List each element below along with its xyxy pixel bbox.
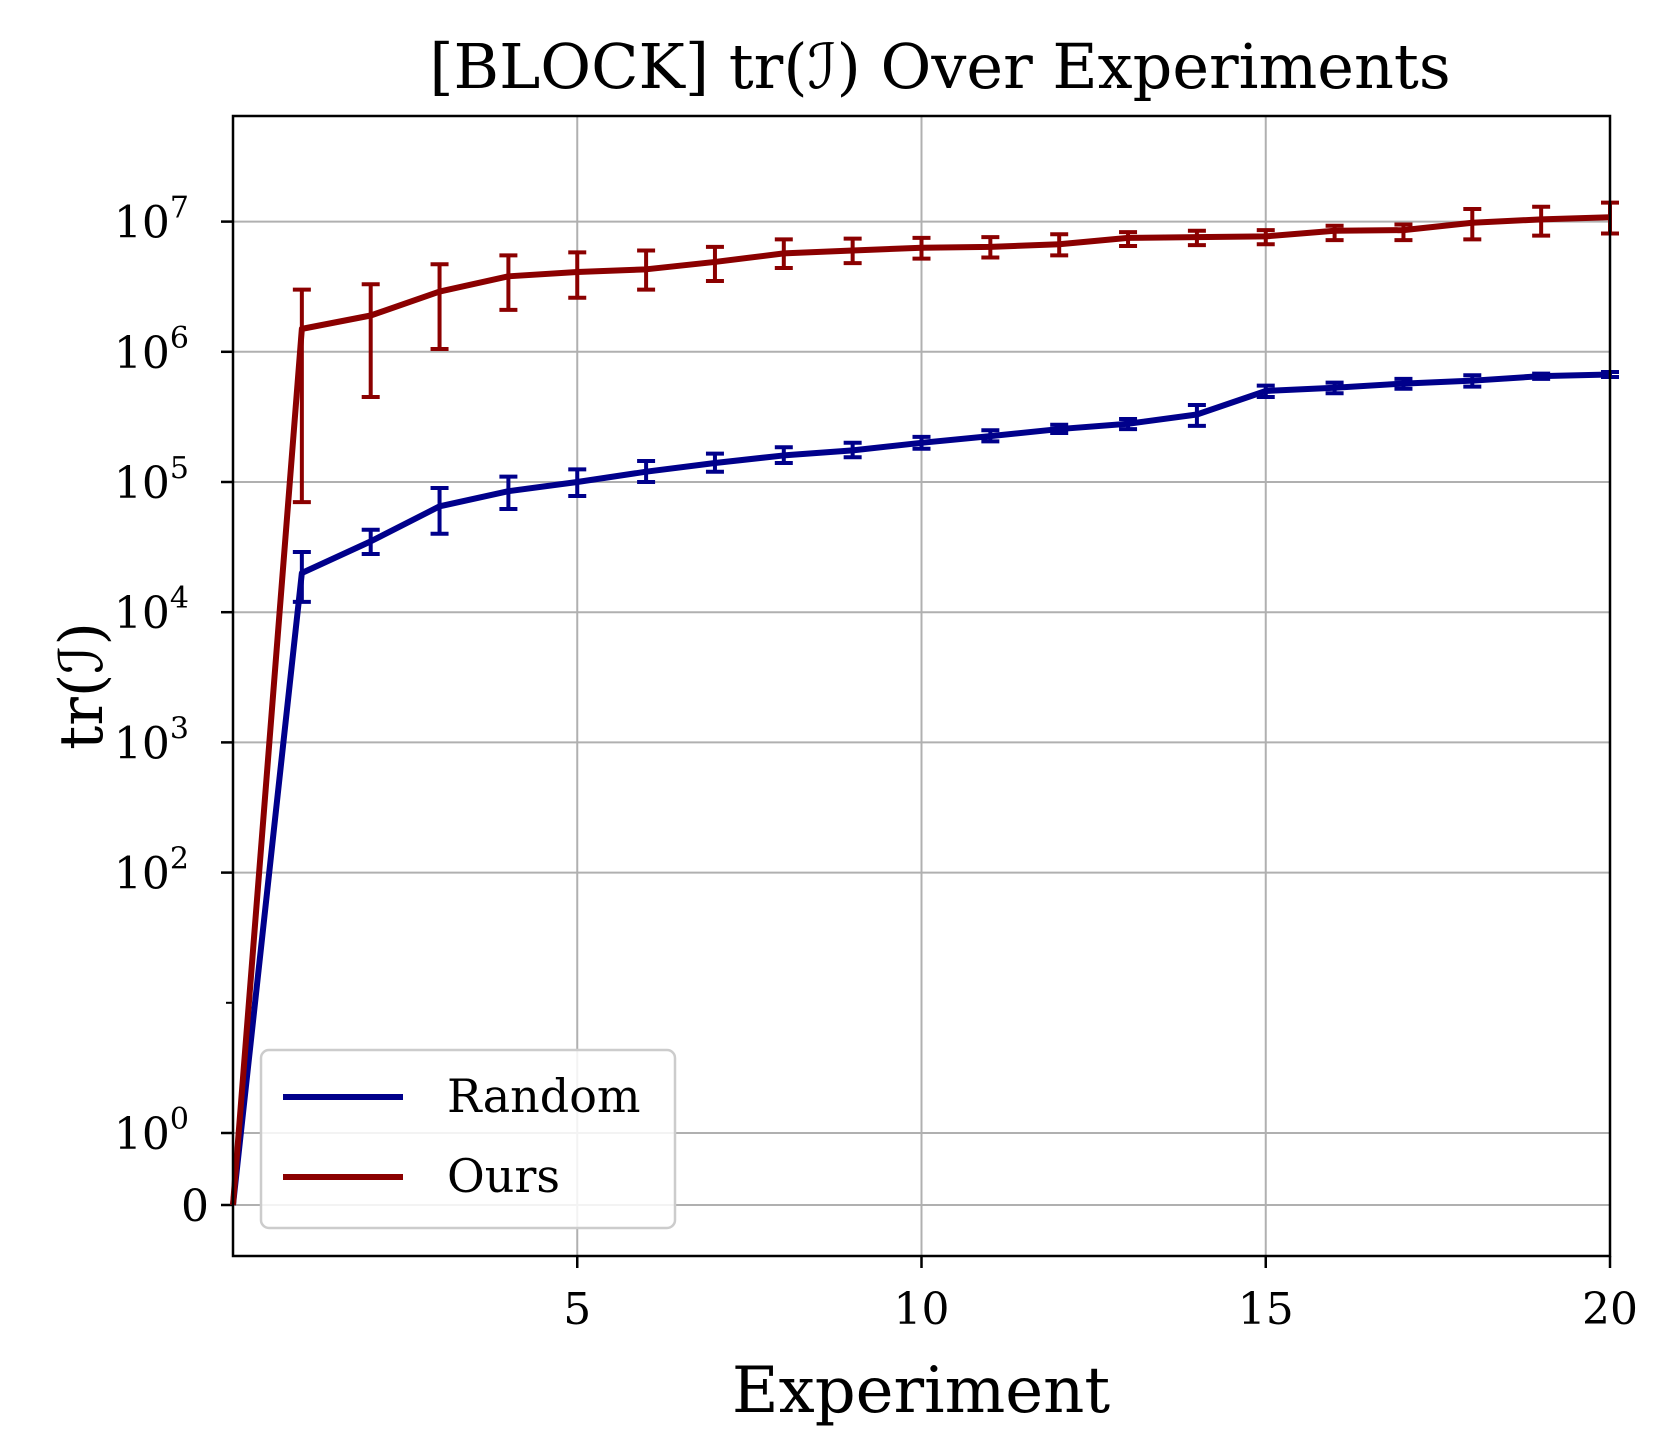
y-tick-label-0: 0: [181, 1181, 209, 1232]
x-tick-label-5: 5: [563, 1284, 591, 1335]
series-layer: [230, 200, 1619, 1206]
ours-errorbar-2: [361, 282, 380, 399]
plot-frame: [231, 114, 1612, 1258]
random-errorbar-3: [430, 485, 449, 536]
x-tick-label-15: 15: [1238, 1284, 1294, 1335]
y-tick-label-1: 100: [114, 1102, 189, 1160]
x-tick-label-10: 10: [894, 1284, 950, 1335]
ours-line: [230, 214, 1611, 1206]
x-axis-label: Experiment: [732, 1354, 1111, 1428]
y-axis-label: tr(ℐ): [47, 622, 117, 750]
y-tick-label-1000: 103: [114, 711, 189, 769]
legend-label-random: Random: [447, 1069, 641, 1123]
series-ours: [230, 200, 1619, 1206]
random-line: [230, 371, 1611, 1206]
ours-errorbar-5: [568, 250, 587, 300]
y-tick-label-1000000: 106: [114, 321, 189, 379]
legend-label-ours: Ours: [447, 1149, 560, 1203]
ours-errorbar-1: [292, 287, 311, 505]
legend: Random Ours: [259, 1048, 677, 1230]
axis-ticks: 5 10 15 20 0 100 102 103 104 105 106 107: [114, 191, 1638, 1335]
y-tick-label-100: 102: [114, 842, 189, 900]
series-random: [230, 369, 1619, 1206]
ours-errorbar-4: [499, 253, 518, 312]
ours-errorbar-3: [430, 262, 449, 352]
y-tick-label-10000: 104: [114, 581, 189, 639]
y-tick-label-10000000: 107: [114, 191, 189, 249]
x-tick-label-20: 20: [1582, 1284, 1638, 1335]
chart-title: [BLOCK] tr(ℐ) Over Experiments: [429, 30, 1450, 103]
y-tick-label-100000: 105: [114, 451, 189, 509]
